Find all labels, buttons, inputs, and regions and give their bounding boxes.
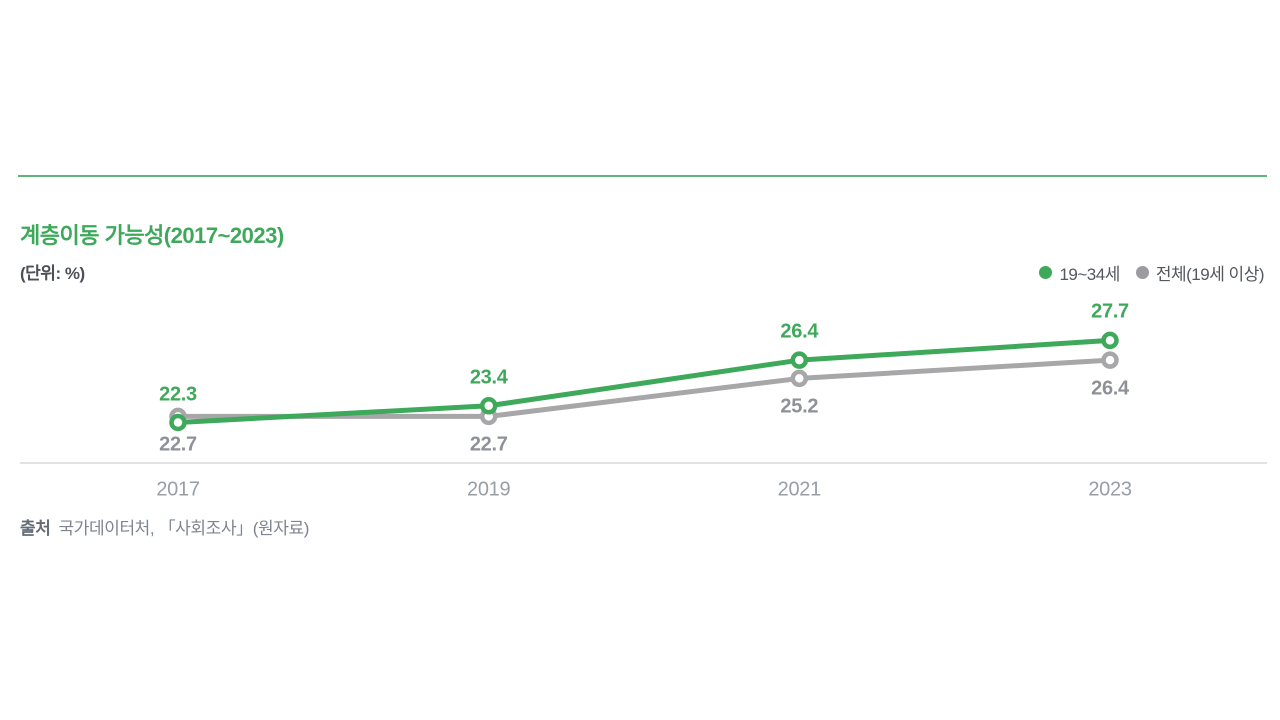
unit-label: (단위: %) <box>20 264 85 283</box>
data-point-marker <box>790 351 809 369</box>
legend-label: 19~34세 <box>1059 265 1120 284</box>
legend: 19~34세 전체(19세 이상) <box>1039 260 1265 285</box>
series-line <box>175 357 1113 419</box>
data-point-marker <box>169 413 187 432</box>
source-prefix: 출처 <box>20 519 51 538</box>
series-line <box>175 337 1113 425</box>
data-point-marker <box>479 397 498 415</box>
source-text: 국가데이터처, 「사회조사」(원자료) <box>58 519 309 538</box>
legend-item-19-34: 19~34세 <box>1039 260 1120 285</box>
legend-dot-gray-icon <box>1135 266 1149 279</box>
data-point-marker <box>1101 331 1119 350</box>
source-line: 출처 국가데이터처, 「사회조사」(원자료) <box>20 514 309 539</box>
legend-label: 전체(19세 이상) <box>1155 265 1265 284</box>
top-divider-line <box>18 175 1267 177</box>
data-point-marker <box>1101 351 1119 369</box>
data-point-marker <box>790 369 809 388</box>
legend-dot-green-icon <box>1039 266 1053 279</box>
chart-title: 계층이동 가능성(2017~2023) <box>20 223 284 248</box>
legend-item-total: 전체(19세 이상) <box>1135 260 1265 285</box>
